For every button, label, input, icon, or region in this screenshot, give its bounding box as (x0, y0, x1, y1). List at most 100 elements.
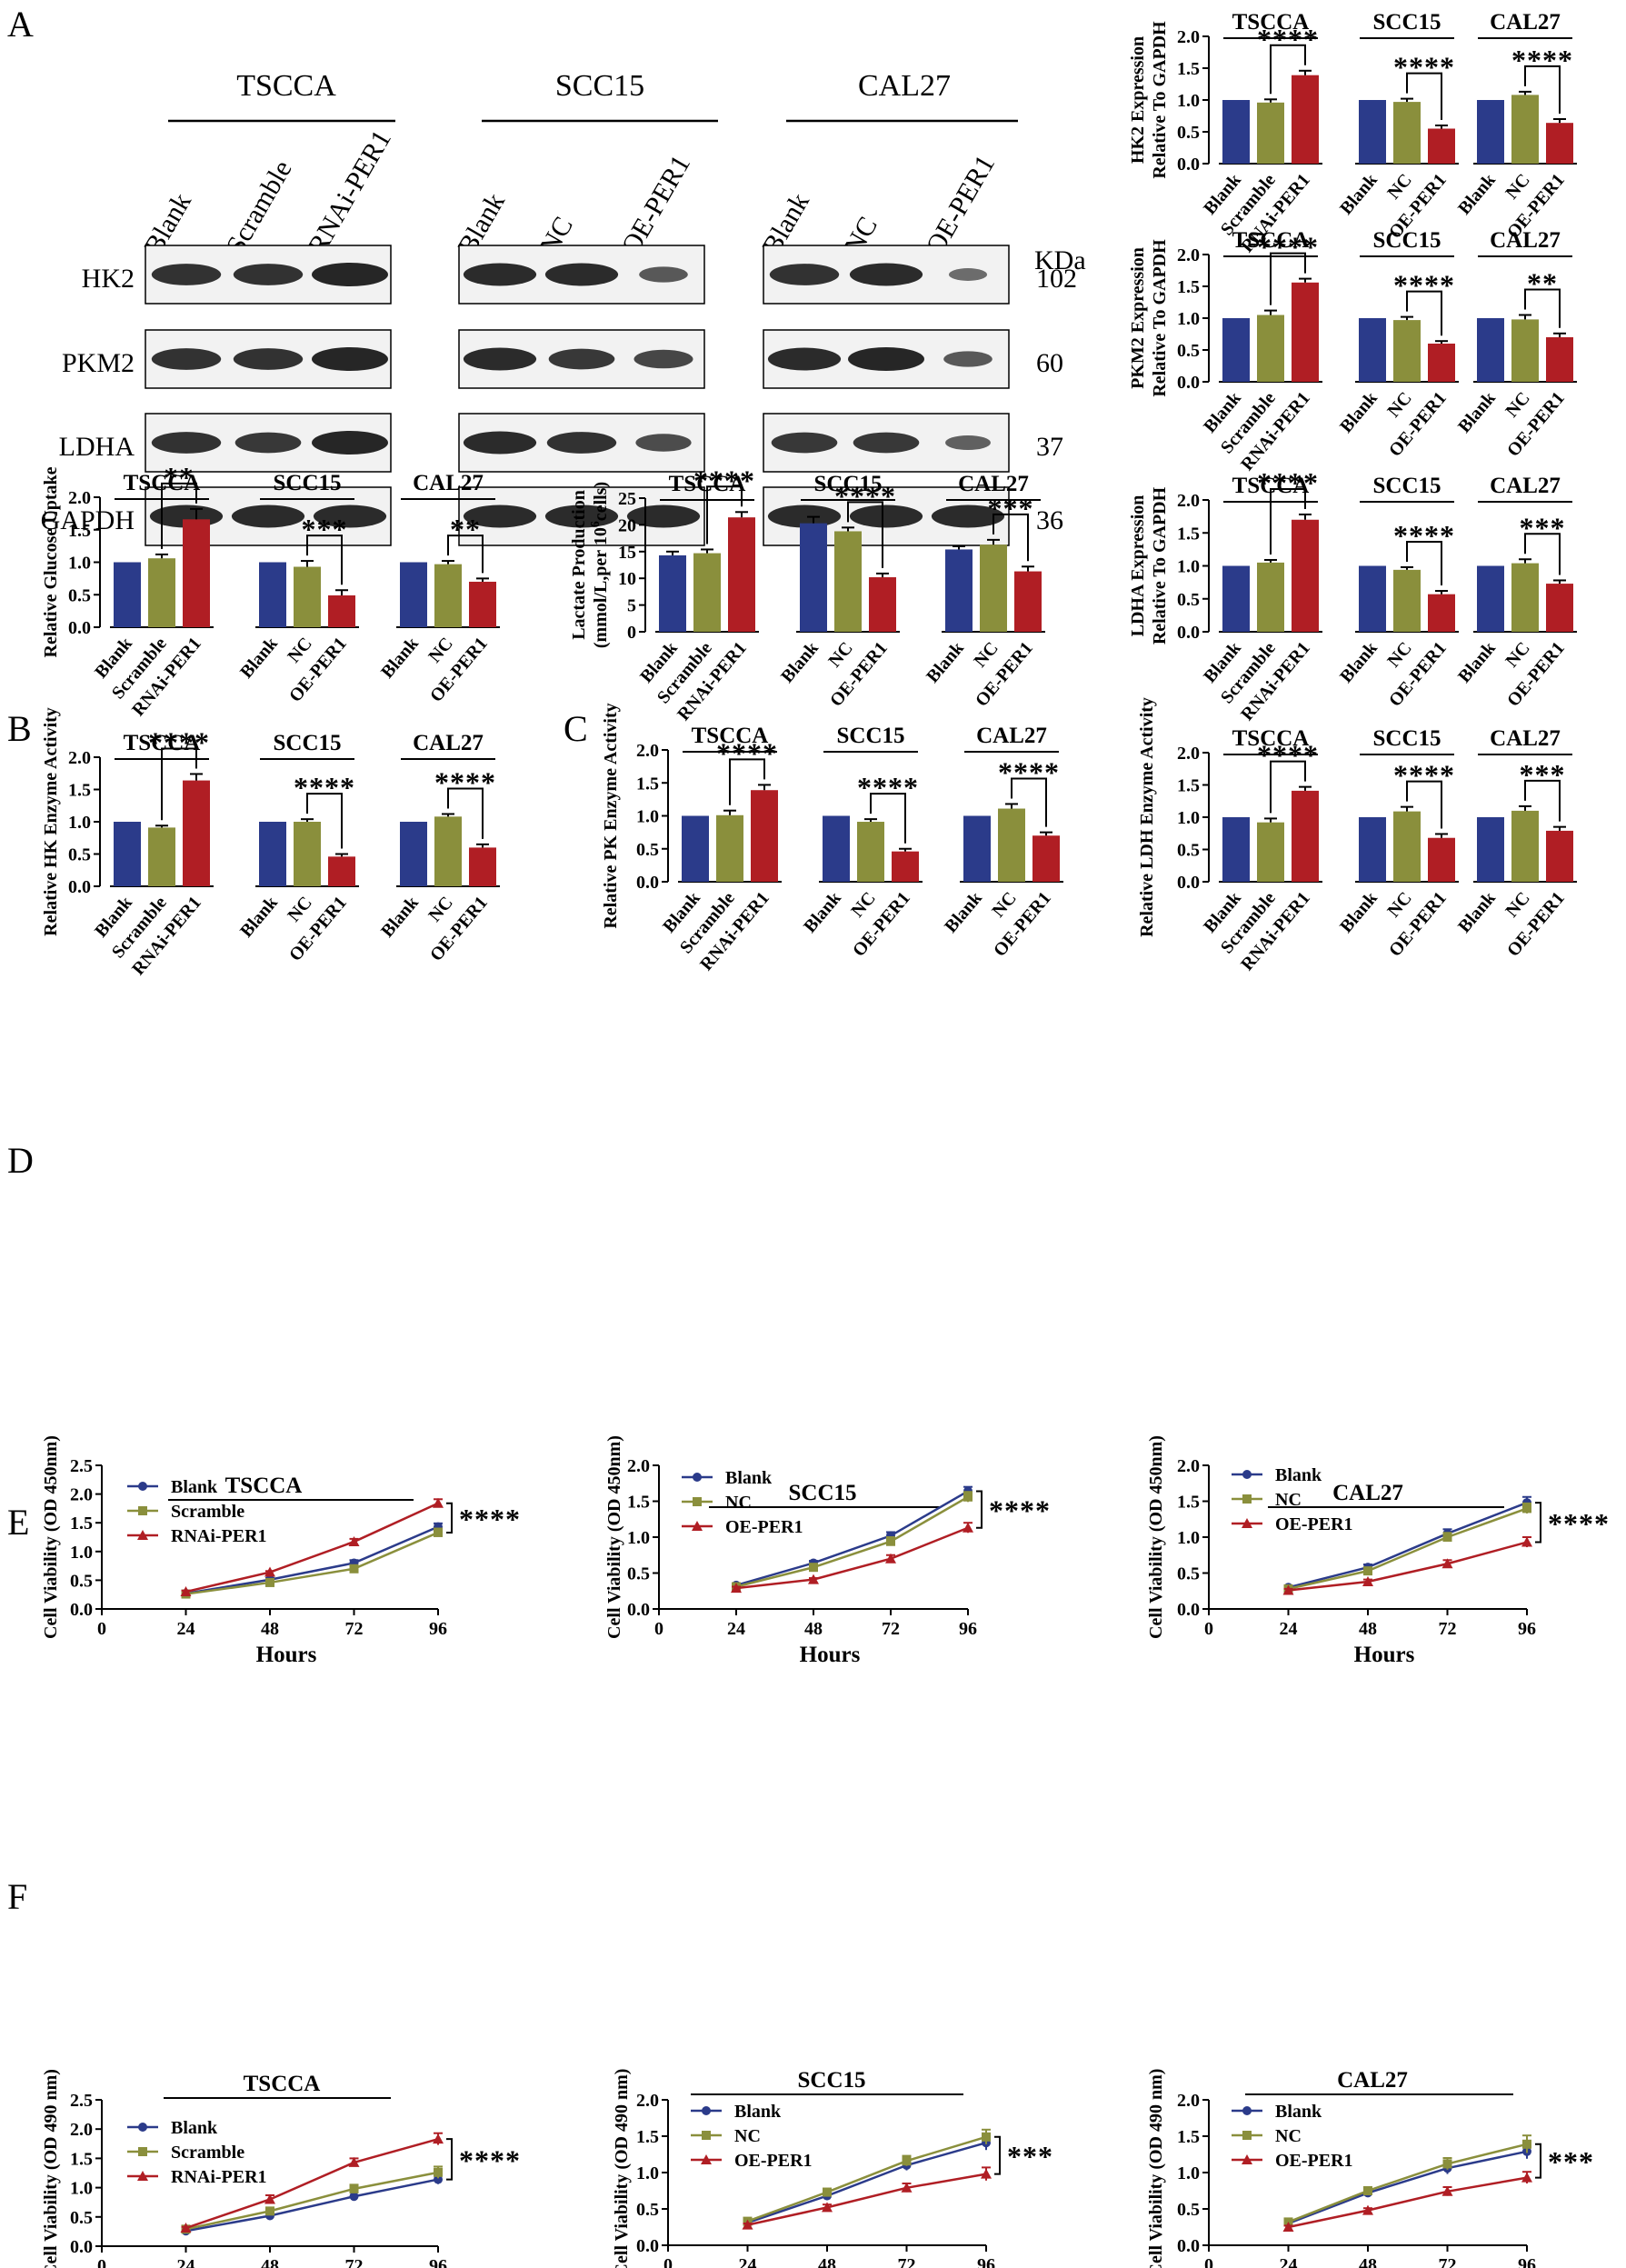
bar (800, 523, 827, 632)
x-tick-label: 48 (1359, 1619, 1377, 1639)
significance-bracket (994, 2135, 1001, 2175)
legend-label: OE-PER1 (1275, 2151, 1353, 2171)
panel-label: C (564, 708, 588, 749)
wb-band (548, 348, 615, 370)
x-tick-label: 0 (663, 2255, 673, 2268)
legend-marker (1242, 2106, 1252, 2115)
significance-bracket (1270, 252, 1306, 305)
y-tick-label: 0.0 (70, 2237, 93, 2257)
data-point (902, 2156, 912, 2166)
bar (114, 562, 141, 627)
wb-band (948, 268, 988, 281)
bar (1477, 318, 1504, 382)
y-tick-label: 0.5 (636, 2200, 659, 2220)
y-tick-label: 1.5 (1177, 1493, 1200, 1513)
significance-bracket (870, 793, 906, 844)
significance-stars: **** (294, 771, 355, 804)
x-tick-label: Blank (923, 637, 968, 686)
x-tick-label: Blank (1336, 169, 1382, 218)
x-tick-label: 24 (177, 1619, 195, 1639)
legend-label: OE-PER1 (1275, 1514, 1353, 1534)
legend-label: NC (1275, 1490, 1302, 1510)
data-point (180, 1586, 192, 1597)
bar (148, 827, 175, 886)
y-tick-label: 1.0 (1177, 557, 1200, 577)
significance-stars: **** (693, 464, 755, 496)
series-line (1288, 1501, 1528, 1589)
x-tick-label: 0 (1204, 2255, 1213, 2268)
data-point (981, 2168, 992, 2179)
y-tick-label: 0.5 (627, 1564, 650, 1584)
data-point (265, 1577, 274, 1587)
wb-kda-value: 60 (1036, 348, 1063, 378)
y-axis-label: Cell Viability (OD 490 nm) (41, 2069, 61, 2268)
legend-label: Blank (171, 2118, 218, 2138)
chart-title: CAL27 (1332, 1481, 1403, 1505)
bar (1359, 318, 1386, 382)
y-tick-label: 2.0 (70, 2120, 93, 2140)
legend-label: OE-PER1 (725, 1517, 803, 1537)
wb-band (234, 432, 302, 454)
y-axis-label: LDHA Expression Relative To GAPDH (1128, 486, 1170, 644)
y-tick-label: 1.5 (1177, 524, 1200, 544)
bar (693, 553, 721, 632)
data-point (264, 2193, 275, 2204)
y-tick-label: 0.0 (636, 2236, 659, 2256)
bar (1393, 320, 1421, 382)
series-line (1288, 1507, 1528, 1591)
significance-bracket (447, 787, 484, 839)
bar (1257, 315, 1284, 382)
bar (998, 808, 1025, 882)
chart-title: CAL27 (1337, 2068, 1408, 2093)
data-point (1442, 2159, 1452, 2169)
wb-band (151, 432, 222, 454)
x-tick-label: 96 (1518, 2255, 1536, 2268)
y-axis-label-line: PKM2 Expression (1128, 247, 1148, 389)
y-axis-label: HK2 Expression Relative To GAPDH (1128, 21, 1170, 179)
bar (1393, 102, 1421, 164)
bar (1428, 128, 1455, 164)
data-point (265, 2206, 274, 2216)
chart-title: TSCCA (244, 2072, 321, 2096)
significance-stars: **** (1393, 51, 1455, 84)
data-point (823, 2187, 832, 2197)
bar (1393, 811, 1421, 882)
bar (892, 851, 919, 882)
series-line (735, 1495, 969, 1588)
wb-band (849, 505, 923, 528)
group-title: CAL27 (413, 471, 484, 495)
y-tick-label: 0.5 (68, 585, 91, 605)
wb-band (463, 505, 537, 528)
significance-bracket (306, 535, 343, 585)
bar-chart: 0.00.51.01.52.0TSCCABlankScrambleRNAi-PE… (1128, 228, 1577, 475)
wb-band (151, 348, 222, 370)
data-point (1522, 1504, 1531, 1514)
data-point (434, 2167, 443, 2177)
bar (1511, 810, 1539, 882)
y-tick-label: 2.0 (1177, 27, 1200, 47)
bar-chart: 0.00.51.01.52.0TSCCABlankScrambleRNAi-PE… (601, 703, 1063, 974)
wb-band (544, 505, 619, 528)
significance-stars: **** (1393, 519, 1455, 552)
y-axis-label-line: Relative To GAPDH (1150, 239, 1170, 397)
y-tick-label: 2.5 (70, 2091, 93, 2111)
y-tick-label: 0.5 (70, 1571, 93, 1591)
significance-bracket (1011, 777, 1047, 827)
significance-stars: **** (434, 765, 496, 798)
significance-stars: *** (1548, 2145, 1594, 2178)
y-tick-label: 1.0 (1177, 1528, 1200, 1548)
wb-kda-value: 37 (1036, 432, 1063, 462)
legend-marker (1242, 1470, 1252, 1479)
significance-stars: **** (834, 479, 896, 512)
wb-band (767, 505, 842, 528)
y-axis-label-line: HK2 Expression (1128, 36, 1148, 164)
significance-bracket (729, 758, 765, 805)
data-point (1522, 2139, 1531, 2149)
data-point (434, 2174, 443, 2184)
wb-protein-label: PKM2 (62, 348, 135, 378)
y-tick-label: 1.0 (1177, 309, 1200, 329)
bar (294, 822, 321, 886)
x-tick-label: 0 (97, 2256, 106, 2268)
y-axis-label-sup: 6 (589, 521, 603, 527)
data-point (808, 1574, 819, 1584)
